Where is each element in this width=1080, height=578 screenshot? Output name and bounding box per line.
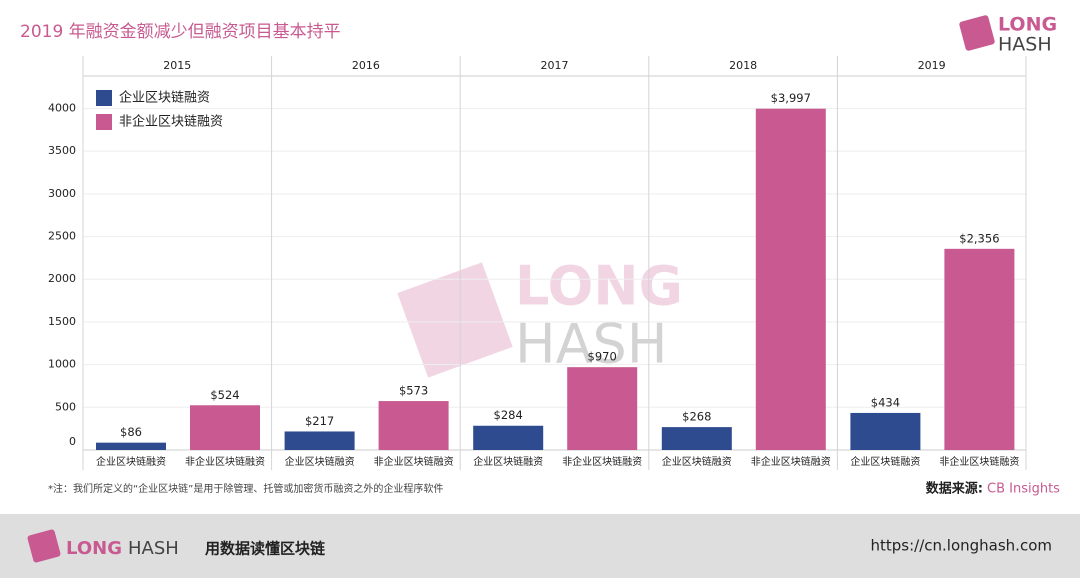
x-tick-label: 企业区块链融资 (662, 455, 732, 468)
x-tick-label: 企业区块链融资 (96, 455, 166, 468)
footnote: *注：我们所定义的“企业区块链”是用于除管理、托管或加密货币融资之外的企业程序软… (48, 482, 443, 495)
watermark-icon (397, 262, 513, 378)
y-tick-label: 0 (69, 435, 76, 448)
bar (96, 442, 166, 450)
panel-header: 2016 (352, 59, 380, 72)
data-label: $217 (305, 414, 334, 428)
data-label: $3,997 (771, 91, 811, 105)
bar (850, 412, 921, 450)
url: https://cn.longhash.com (871, 537, 1053, 555)
logo-icon (959, 15, 995, 51)
data-label: $573 (399, 384, 428, 398)
panel-header: 2019 (918, 59, 946, 72)
panel-header: 2015 (163, 59, 191, 72)
x-tick-label: 非企业区块链融资 (185, 455, 265, 468)
watermark-long: LONG (515, 255, 683, 318)
data-label: $524 (210, 388, 239, 402)
bar (284, 431, 355, 450)
x-tick-label: 企业区块链融资 (285, 455, 355, 468)
footer-hash: HASH (128, 538, 179, 559)
panel-header: 2018 (729, 59, 757, 72)
source: CB Insights (987, 482, 1060, 497)
x-tick-label: 企业区块链融资 (850, 455, 920, 468)
bar (755, 108, 826, 451)
y-tick-label: 3500 (48, 144, 76, 157)
y-tick-label: 1500 (48, 315, 76, 328)
legend-label: 企业区块链融资 (119, 90, 210, 106)
y-tick-label: 2000 (48, 272, 76, 285)
panel-header: 2017 (541, 59, 569, 72)
watermark: LONG HASH (397, 255, 683, 378)
top-logo: LONG HASH (959, 14, 1057, 56)
x-tick-label: 非企业区块链融资 (751, 455, 831, 468)
y-tick-label: 3000 (48, 187, 76, 200)
y-tick-label: 500 (55, 400, 76, 413)
bar (378, 401, 449, 450)
x-tick-label: 非企业区块链融资 (374, 455, 454, 468)
x-tick-label: 非企业区块链融资 (939, 455, 1019, 468)
y-tick-label: 1000 (48, 358, 76, 371)
legend-swatch (96, 114, 112, 130)
data-label: $284 (494, 408, 523, 422)
logo-long: LONG (998, 14, 1057, 36)
bar (473, 425, 544, 450)
x-tick-label: 企业区块链融资 (473, 455, 543, 468)
data-label: $86 (120, 425, 142, 439)
bar (567, 367, 638, 450)
data-label: $268 (682, 410, 711, 424)
y-tick-label: 2500 (48, 230, 76, 243)
data-label: $970 (588, 350, 617, 364)
y-tick-label: 4000 (48, 101, 76, 114)
bar (944, 248, 1015, 450)
x-tick-label: 非企业区块链融资 (562, 455, 642, 468)
chart-title: 2019 年融资金额减少但融资项目基本持平 (20, 22, 341, 42)
legend-swatch (96, 90, 112, 106)
watermark-hash: HASH (515, 313, 667, 376)
bar (661, 427, 732, 450)
plot: 0 500 1000 1500 2000 2500 3000 3500 4000 2015 $86 企… (48, 56, 1027, 470)
footer-long: LONG (66, 538, 122, 559)
slogan: 用数据读懂区块链 (205, 540, 326, 558)
bar (190, 405, 260, 450)
legend-label: 非企业区块链融资 (119, 114, 223, 130)
logo-hash: HASH (998, 34, 1052, 56)
footer-logo-icon (27, 529, 61, 563)
data-label: $2,356 (959, 231, 999, 245)
source-label: 数据来源: (926, 481, 983, 497)
footer (0, 514, 1080, 578)
data-label: $434 (871, 395, 900, 409)
